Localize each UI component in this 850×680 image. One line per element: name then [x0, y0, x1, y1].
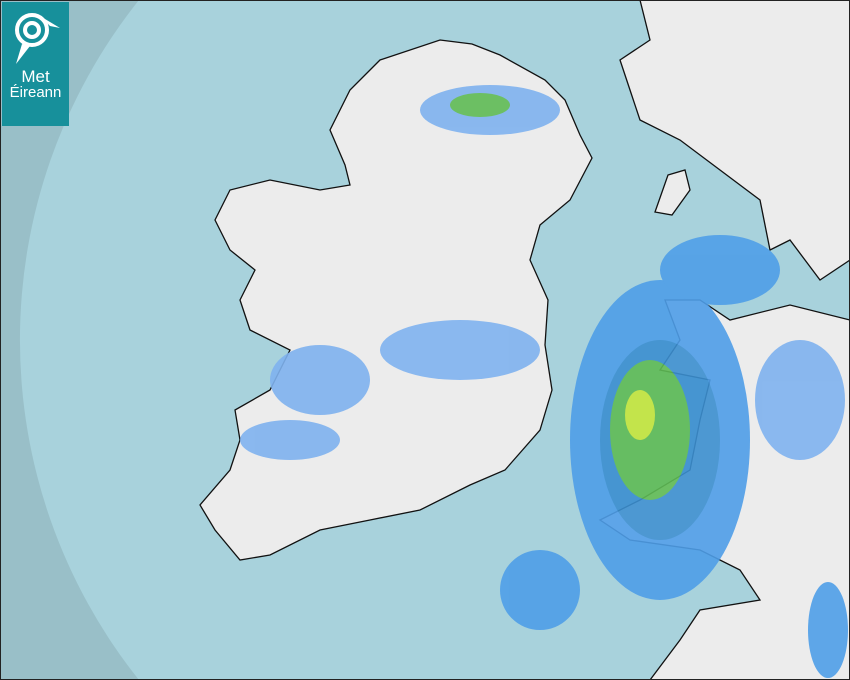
logo-text-met: Met [21, 67, 50, 86]
rain-north-sea [660, 235, 780, 305]
rain-west [270, 345, 370, 415]
swirl-logo-icon [14, 13, 60, 64]
met-eireann-logo: Met Éireann [2, 2, 69, 126]
isle-of-man [654, 169, 691, 216]
rain-southeast-corner [808, 582, 848, 678]
scotland [619, 0, 850, 281]
rain-midlands [380, 320, 540, 380]
logo-text-eireann: Éireann [9, 84, 62, 101]
rain-north-core [450, 93, 510, 117]
rain-very-heavy [625, 390, 655, 440]
rain-wales-east [755, 340, 845, 460]
rain-southwest [240, 420, 340, 460]
rain-south [500, 550, 580, 630]
radar-echoes [240, 85, 848, 678]
